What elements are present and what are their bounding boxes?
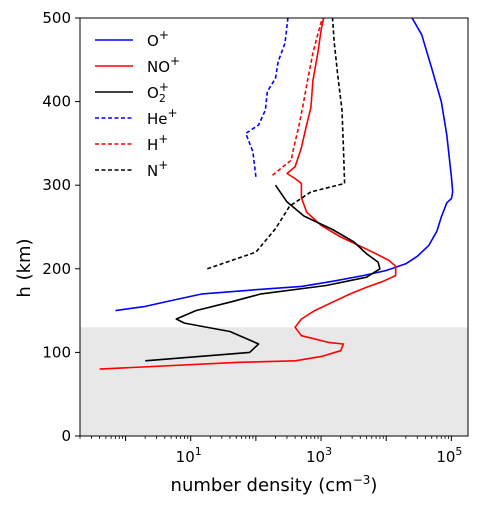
y-tick-label: 0 [61, 427, 71, 445]
y-tick-label: 500 [42, 9, 71, 27]
plot-frame [79, 17, 469, 437]
plot-area [79, 17, 469, 437]
y-tick-label: 200 [42, 260, 71, 278]
x-axis: 101 103 105 [79, 436, 462, 466]
x-tick-label: 103 [306, 445, 332, 466]
series-line-3 [245, 18, 289, 177]
series-line-2 [145, 184, 381, 362]
shaded-region [80, 327, 468, 436]
series-line-1 [99, 18, 397, 370]
legend-label-2: O2+ [147, 80, 169, 105]
y-axis-title: h (km) [14, 238, 35, 297]
series-line-5 [207, 18, 346, 270]
y-tick-label: 300 [42, 176, 71, 194]
legend-label-3: He+ [147, 106, 178, 128]
x-tick-label: 105 [436, 445, 462, 466]
series-line-4 [271, 18, 324, 176]
y-tick-label: 400 [42, 93, 71, 111]
legend: O+ NO+ O2+He+ H+ N+ [95, 28, 180, 180]
y-tick-label: 100 [42, 343, 71, 361]
legend-label-1: NO+ [147, 54, 180, 76]
x-axis-title: number density (cm−3) [171, 473, 378, 496]
legend-label-0: O+ [147, 28, 169, 50]
x-tick-label: 101 [176, 445, 202, 466]
legend-label-5: N+ [147, 158, 168, 180]
y-axis: 0 100 200 300 400 500 [42, 9, 80, 445]
legend-label-4: H+ [147, 132, 168, 154]
series-line-0 [115, 18, 454, 312]
